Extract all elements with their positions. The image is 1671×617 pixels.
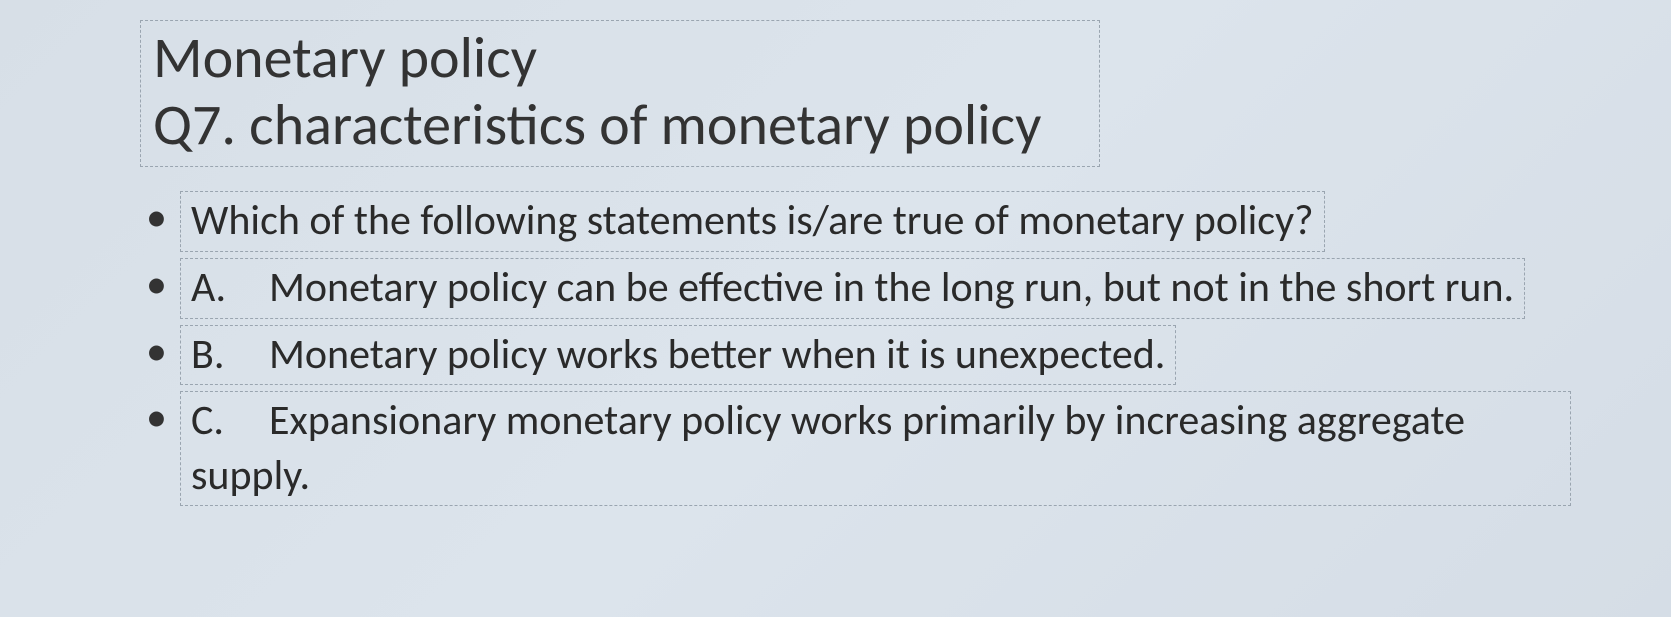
option-a: A.Monetary policy can be effective in th…	[180, 258, 1525, 319]
bullet-icon: •	[140, 391, 180, 446]
slide-content: • Which of the following statements is/a…	[140, 191, 1571, 506]
question-row: • Which of the following statements is/a…	[140, 191, 1571, 252]
slide-title-line2: Q7. characteristics of monetary policy	[153, 92, 1087, 159]
option-b: B.Monetary policy works better when it i…	[180, 325, 1176, 386]
slide-title-box: Monetary policy Q7. characteristics of m…	[140, 20, 1100, 167]
bullet-icon: •	[140, 191, 180, 246]
option-row: • C.Expansionary monetary policy works p…	[140, 391, 1571, 506]
option-row: • A.Monetary policy can be effective in …	[140, 258, 1571, 319]
option-label: B.	[191, 328, 269, 383]
option-text: Monetary policy can be effective in the …	[269, 262, 1514, 313]
option-c: C.Expansionary monetary policy works pri…	[180, 391, 1571, 506]
option-text: Monetary policy works better when it is …	[269, 329, 1165, 380]
option-label: C.	[191, 394, 269, 449]
bullet-icon: •	[140, 258, 180, 313]
question-text: Which of the following statements is/are…	[180, 191, 1325, 252]
option-text: Expansionary monetary policy works prima…	[191, 395, 1465, 501]
option-row: • B.Monetary policy works better when it…	[140, 325, 1571, 386]
bullet-icon: •	[140, 325, 180, 380]
option-label: A.	[191, 261, 269, 316]
slide-title-line1: Monetary policy	[153, 25, 1087, 92]
